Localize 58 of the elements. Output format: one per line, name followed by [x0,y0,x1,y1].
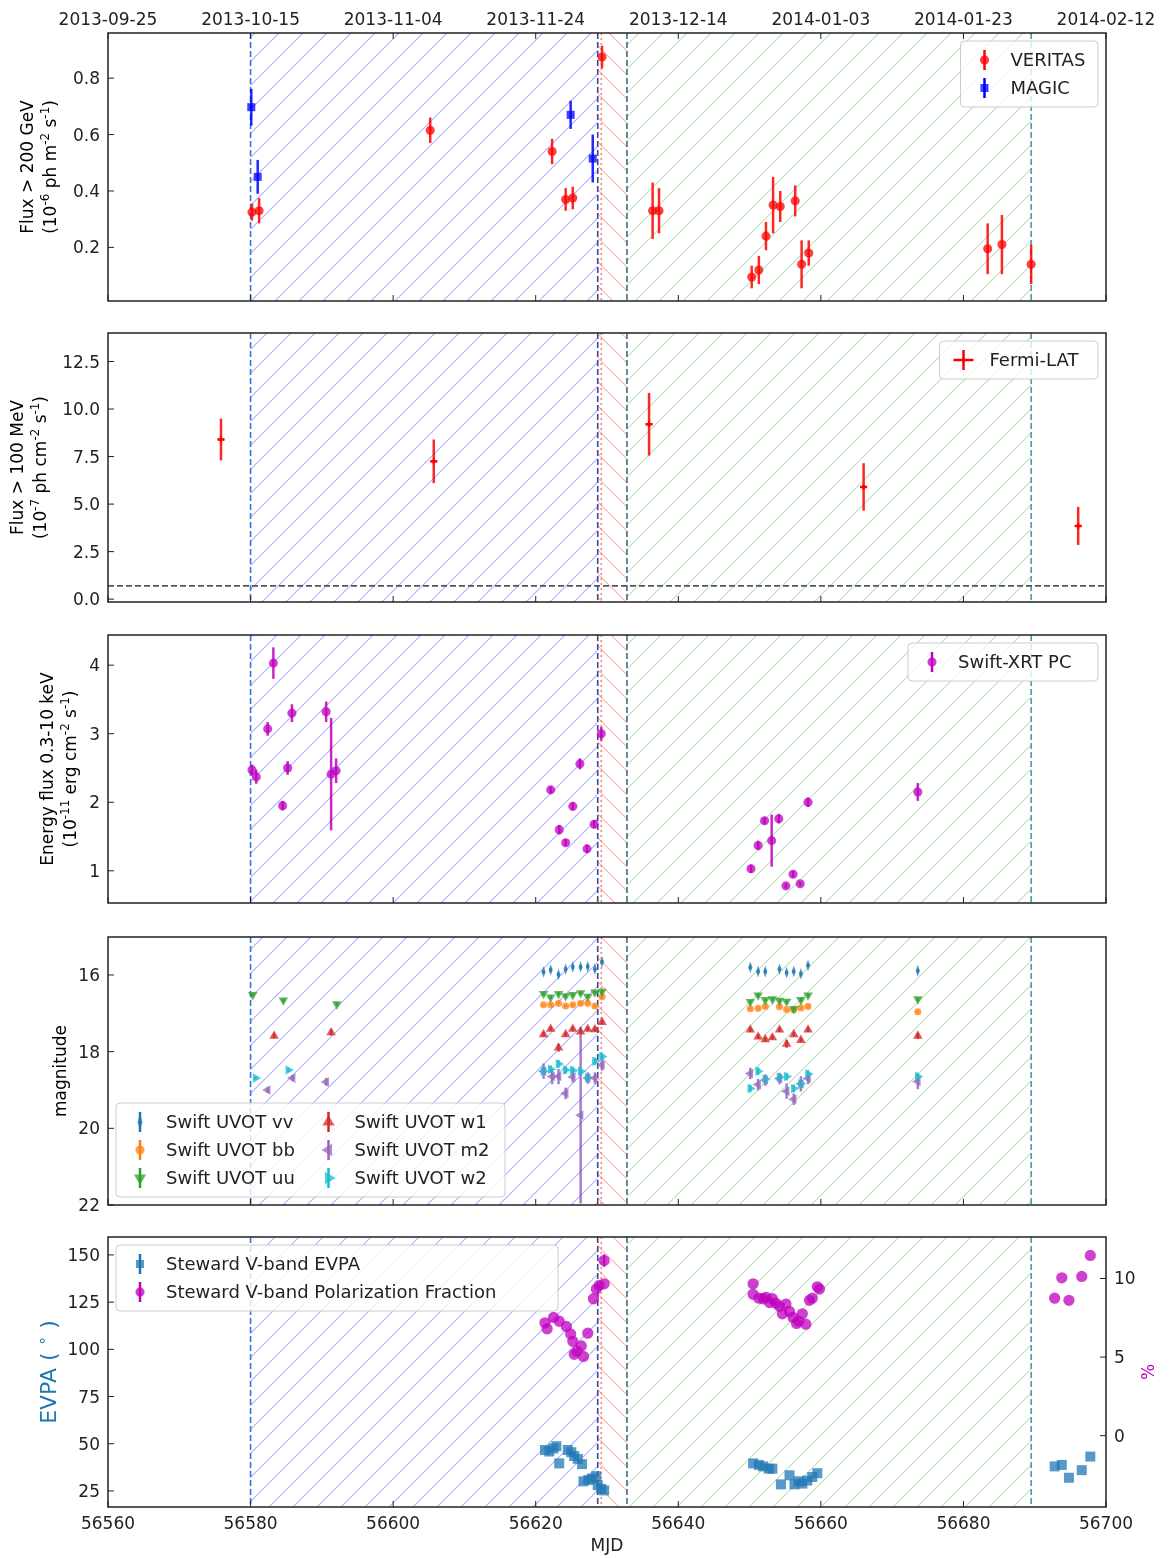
y-tick-label: 22 [78,1195,100,1215]
y-tick-label: 0.4 [72,180,100,201]
y-tick-label: 2 [89,792,100,813]
y-tick-label: 0.0 [72,589,100,610]
x2-tick-label: 2014-01-03 [771,9,871,29]
y-tick-label: 10.0 [62,399,100,420]
y-tick-label: 18 [78,1041,100,1062]
x2-tick-label: 2013-10-15 [201,9,300,29]
legend-label: Steward V-band EVPA [166,1253,361,1274]
x-axis-title: MJD [590,1535,624,1555]
legend-label: Swift UVOT w1 [354,1111,487,1132]
y-tick-label: 3 [89,723,100,744]
y2-tick-label: 10 [1114,1268,1136,1289]
x-tick-label: 56660 [793,1513,848,1533]
y2-tick-label: 0 [1114,1425,1125,1446]
legend-label: Fermi-LAT [989,349,1080,370]
y-axis-title: magnitude [50,1025,70,1117]
x-tick-label: 56620 [508,1513,563,1533]
x2-tick-label: 2013-11-24 [486,9,586,29]
x2-tick-label: 2013-12-14 [628,9,728,29]
y-tick-label: 1 [89,860,100,881]
legend-label: Swift UVOT uu [166,1167,295,1188]
x-tick-label: 56580 [223,1513,278,1533]
x2-tick-label: 2013-11-04 [343,9,443,29]
legend-label: Swift UVOT bb [166,1139,295,1160]
x2-tick-label: 2013-09-25 [58,9,158,29]
y-tick-label: 12.5 [62,351,100,372]
legend-label: Swift UVOT w2 [354,1167,487,1188]
y-tick-label: 0.2 [72,237,100,258]
y2-axis-title: % [1138,1363,1158,1381]
legend-label: VERITAS [1010,49,1086,70]
legend-label: MAGIC [1010,77,1070,98]
y-tick-label: 4 [89,655,100,676]
legend-label: Steward V-band Polarization Fraction [166,1281,497,1302]
y-tick-label: 0.6 [72,124,100,145]
y-tick-label: 100 [67,1339,100,1360]
legend-label: Swift-XRT PC [958,651,1072,672]
y-tick-label: 16 [78,964,100,985]
legend-label: Swift UVOT m2 [354,1139,490,1160]
x-tick-label: 56600 [366,1513,421,1533]
y-tick-label: 75 [78,1386,100,1407]
x-tick-label: 56700 [1078,1513,1134,1533]
y-tick-label: 0.8 [72,68,100,89]
y-tick-label: 5.0 [72,494,100,515]
x-tick-label: 56560 [80,1513,136,1533]
y-tick-label: 7.5 [72,446,100,467]
x-tick-label: 56640 [651,1513,706,1533]
x2-tick-label: 2014-02-12 [1056,9,1156,29]
y-tick-label: 20 [78,1118,100,1139]
y-tick-label: 25 [78,1480,100,1501]
y-tick-label: 125 [67,1292,100,1313]
x-tick-label: 56680 [936,1513,991,1533]
y2-tick-label: 5 [1114,1347,1125,1368]
y-tick-label: 2.5 [72,541,100,562]
x2-tick-label: 2014-01-23 [914,9,1013,29]
y-tick-label: 50 [78,1433,100,1454]
legend-label: Swift UVOT vv [166,1111,294,1132]
y-tick-label: 150 [67,1244,100,1265]
